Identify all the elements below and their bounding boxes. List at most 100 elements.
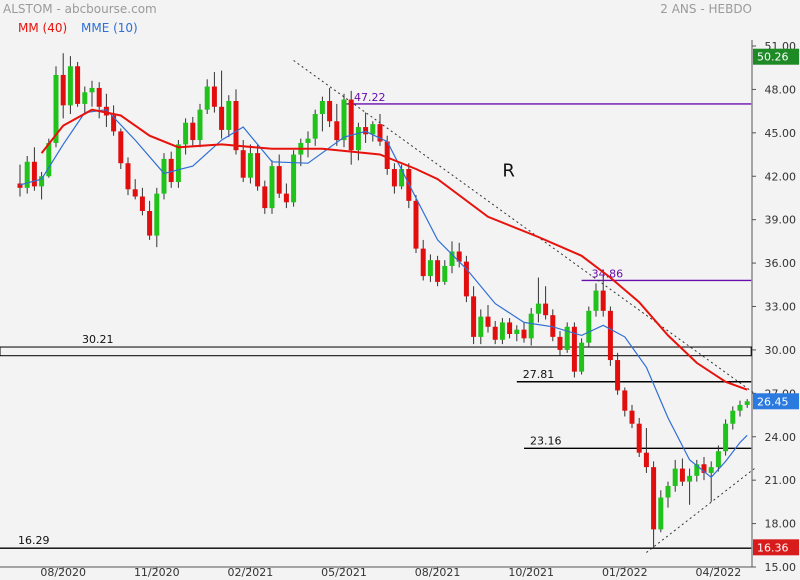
candle-body [600, 290, 606, 311]
candle-body [723, 423, 729, 452]
candle-body [334, 121, 340, 141]
y-tick-label: 33.00 [765, 301, 797, 314]
candle-body [312, 114, 318, 139]
candle-body [327, 100, 333, 122]
candle-body [31, 161, 37, 187]
candle-body [348, 99, 354, 151]
candle-body [478, 316, 484, 337]
resistance-label: 47.22 [354, 91, 386, 104]
candle-body [571, 326, 577, 372]
candle-body [708, 467, 714, 473]
candle-body [96, 87, 102, 107]
candle-body [168, 158, 174, 183]
ema10-line [19, 109, 748, 479]
candle-body [413, 200, 419, 249]
chart-title: ALSTOM - abcbourse.com [3, 2, 157, 16]
candle-body [737, 404, 743, 411]
y-tick-label: 36.00 [765, 257, 797, 270]
candle-body [420, 248, 426, 277]
candle-body [139, 196, 145, 211]
candle-body [154, 193, 160, 236]
candle-body [370, 124, 376, 135]
candle-body [226, 100, 232, 130]
candle-body [687, 475, 693, 482]
support-label: 16.29 [18, 534, 50, 547]
x-tick-label: 01/2022 [602, 566, 648, 579]
support-label: 27.81 [523, 368, 555, 381]
candle-body [211, 86, 217, 107]
candle-body [499, 322, 505, 340]
candle-body [730, 410, 736, 424]
candle-body [125, 163, 131, 190]
candle-body [521, 329, 527, 339]
resistance-label: 34.86 [592, 267, 624, 280]
legend-ma40: MM (40) [18, 21, 67, 35]
candle-body [183, 122, 189, 145]
candle-body [233, 100, 239, 151]
candle-body [485, 316, 491, 327]
candle-body [651, 467, 657, 530]
y-tick-label: 39.00 [765, 214, 797, 227]
candle-body [579, 342, 585, 372]
candle-body [269, 166, 275, 209]
candle-body [75, 66, 81, 104]
candle-body [204, 86, 210, 110]
candle-body [492, 326, 498, 340]
price-tag [753, 393, 799, 410]
candle-body [190, 122, 196, 141]
candle-body [593, 290, 599, 311]
candle-body [514, 329, 520, 334]
candle-body [363, 127, 369, 135]
support-label: 23.16 [530, 434, 562, 447]
candle-body [53, 74, 59, 143]
price-tag [753, 539, 799, 556]
candle-body [586, 310, 592, 343]
candle-body [197, 109, 203, 141]
candle-body [67, 66, 73, 106]
support-band [0, 346, 752, 357]
price-tag-label: 16.36 [757, 541, 789, 554]
candle-body [118, 131, 124, 164]
candle-body [39, 176, 45, 187]
y-tick-label: 48.00 [765, 83, 797, 96]
y-tick-label: 30.00 [765, 344, 797, 357]
candle-body [557, 336, 563, 350]
x-tick-label: 11/2020 [134, 566, 180, 579]
y-tick-label: 21.00 [765, 474, 797, 487]
candle-body [672, 468, 678, 486]
y-tick-label: 45.00 [765, 127, 797, 140]
candle-body [658, 497, 664, 530]
candle-body [629, 410, 635, 424]
candle-body [701, 464, 707, 473]
candle-body [564, 326, 570, 350]
candle-body [283, 193, 289, 203]
candle-body [240, 150, 246, 178]
candle-body [175, 144, 181, 183]
candle-body [543, 303, 549, 316]
candle-body [435, 260, 441, 282]
candle-body [291, 154, 297, 203]
candle-body [694, 464, 700, 476]
price-tag [753, 48, 799, 65]
candle-body [615, 360, 621, 391]
candle-body [463, 261, 469, 297]
candle-body [471, 296, 477, 337]
ma40-line [40, 108, 748, 391]
x-tick-label: 05/2021 [321, 566, 367, 579]
candle-body [319, 100, 325, 115]
candle-body [449, 251, 455, 266]
legend-ema10: MME (10) [81, 21, 138, 35]
candle-body [391, 169, 397, 187]
candle-body [715, 451, 721, 468]
candle-body [247, 153, 253, 178]
candle-body [89, 87, 95, 93]
candle-body [219, 106, 225, 130]
support-label: 30.21 [82, 333, 114, 346]
candle-body [377, 124, 383, 142]
candle-body [17, 183, 23, 188]
candle-body [507, 322, 513, 334]
y-tick-label: 15.00 [765, 561, 797, 574]
candle-body [111, 115, 117, 132]
